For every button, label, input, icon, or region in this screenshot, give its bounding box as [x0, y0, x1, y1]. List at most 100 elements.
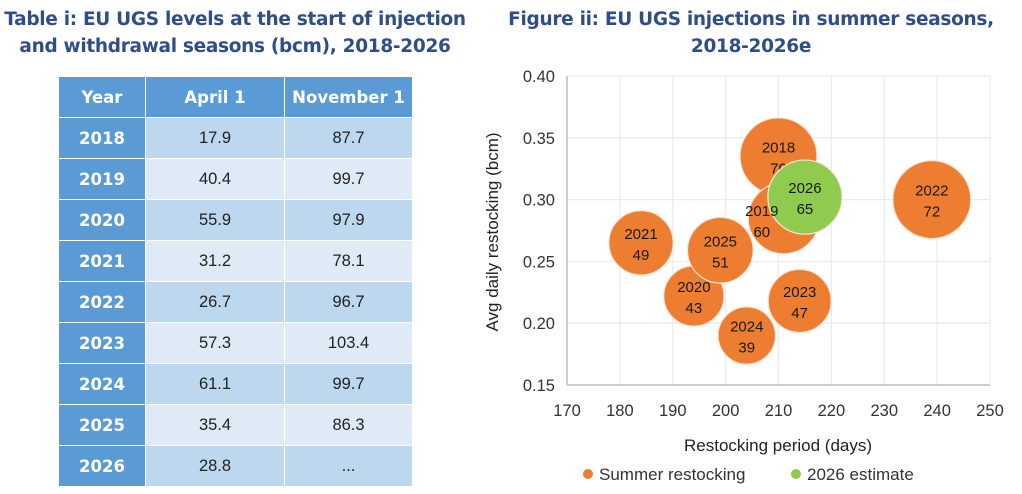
november-cell: 78.1 — [284, 240, 413, 282]
year-cell: 2024 — [58, 363, 146, 405]
april-cell: 61.1 — [145, 363, 285, 405]
table-row: 2019 40.4 99.7 — [58, 158, 413, 200]
year-cell: 2021 — [58, 240, 146, 282]
november-cell: ... — [284, 445, 413, 487]
x-tick-label: 230 — [870, 402, 898, 420]
table-row: 2018 17.9 87.7 — [58, 117, 413, 159]
legend-marker-icon — [583, 469, 593, 479]
year-cell: 2018 — [58, 117, 146, 159]
april-cell: 17.9 — [145, 117, 285, 159]
legend-marker-icon — [791, 469, 801, 479]
chart-title: Figure ii: EU UGS injections in summer s… — [508, 9, 994, 57]
bubble-2025: 2025 51 — [686, 216, 754, 284]
legend: Summer restocking 2026 estimate — [583, 465, 914, 484]
x-tick-label: 190 — [659, 402, 687, 420]
bubble-size-label: 65 — [797, 201, 814, 218]
ugs-levels-table: Year April 1 November 1 2018 17.9 87.7 2019… — [58, 76, 413, 487]
table-row: 2024 61.1 99.7 — [58, 363, 413, 405]
bubble-2024: 2024 39 — [717, 306, 777, 365]
legend-item: Summer restocking — [583, 465, 745, 484]
bubble-year-label: 2026 — [788, 180, 821, 197]
y-tick-label: 0.30 — [523, 192, 555, 210]
table-row: 2020 55.9 97.9 — [58, 199, 413, 241]
bubble-circle — [892, 160, 972, 240]
bubble-chart: 2018702020432021492022722023472024392025… — [483, 68, 1004, 484]
table-row: 2023 57.3 103.4 — [58, 322, 413, 364]
november-cell: 97.9 — [284, 199, 413, 241]
april-cell: 28.8 — [145, 445, 285, 487]
bubble-year-label: 2022 — [915, 183, 948, 200]
bubble-year-label: 2023 — [783, 284, 816, 301]
bubble-2026: 2026 65 — [767, 159, 843, 235]
legend-label: Summer restocking — [599, 465, 745, 484]
bubble-year-label: 2020 — [677, 279, 710, 296]
year-cell: 2026 — [58, 445, 146, 487]
bubble-2022: 2022 72 — [892, 160, 972, 240]
april-cell: 26.7 — [145, 281, 285, 323]
bubble-2021: 2021 49 — [608, 210, 674, 276]
november-cell: 103.4 — [284, 322, 413, 364]
november-cell: 99.7 — [284, 158, 413, 200]
x-tick-label: 210 — [765, 402, 793, 420]
y-tick-label: 0.40 — [523, 68, 555, 86]
bubble-circle — [767, 268, 832, 334]
bubble-year-label: 2018 — [762, 139, 795, 156]
bubble-circle — [608, 210, 674, 276]
april-cell: 35.4 — [145, 404, 285, 446]
x-tick-label: 220 — [818, 402, 846, 420]
axes — [566, 76, 990, 386]
bubble-size-label: 51 — [712, 254, 729, 271]
november-cell: 99.7 — [284, 363, 413, 405]
x-tick-label: 200 — [712, 402, 740, 420]
table-row: 2021 31.2 78.1 — [58, 240, 413, 282]
bubble-circle — [717, 306, 777, 365]
bubble-size-label: 49 — [633, 247, 650, 264]
april-cell: 55.9 — [145, 199, 285, 241]
bubble-size-label: 43 — [686, 300, 703, 317]
y-tick-label: 0.15 — [523, 377, 555, 395]
bubble-year-label: 2025 — [704, 233, 737, 250]
table-header-row: Year April 1 November 1 — [58, 76, 413, 118]
bubble-year-label: 2021 — [624, 226, 657, 243]
table-row: 2025 35.4 86.3 — [58, 404, 413, 446]
x-tick-label: 170 — [553, 402, 581, 420]
bubble-2023: 2023 47 — [767, 268, 832, 334]
header-november: November 1 — [284, 76, 413, 118]
x-tick-label: 180 — [606, 402, 634, 420]
header-april: April 1 — [145, 76, 285, 118]
x-tick-label: 250 — [976, 402, 1004, 420]
table-title: Table i: EU UGS levels at the start of i… — [4, 9, 466, 57]
november-cell: 96.7 — [284, 281, 413, 323]
x-tick-label: 240 — [923, 402, 951, 420]
table-row: 2022 26.7 96.7 — [58, 281, 413, 323]
bubbles: 2018702020432021492022722023472024392025… — [608, 117, 972, 365]
bubble-size-label: 39 — [738, 340, 755, 357]
bubble-circle — [686, 216, 754, 284]
november-cell: 86.3 — [284, 404, 413, 446]
year-cell: 2019 — [58, 158, 146, 200]
bubble-year-label: 2024 — [730, 319, 763, 336]
bubble-size-label: 47 — [791, 305, 808, 322]
bubble-year-label: 2019 — [745, 203, 778, 220]
november-cell: 87.7 — [284, 117, 413, 159]
april-cell: 31.2 — [145, 240, 285, 282]
year-cell: 2025 — [58, 404, 146, 446]
legend-item: 2026 estimate — [791, 465, 914, 484]
table-row: 2026 28.8... — [58, 445, 413, 487]
y-tick-label: 0.20 — [523, 315, 555, 333]
april-cell: 57.3 — [145, 322, 285, 364]
bubble-size-label: 72 — [923, 204, 940, 221]
y-axis-label: Avg daily restocking (bcm) — [483, 132, 502, 331]
x-axis-label: Restocking period (days) — [684, 436, 872, 455]
tick-labels: 170 180 190 200 210 220 230 240 250 0.15 0.20 0.25 0… — [523, 68, 1004, 420]
legend-label: 2026 estimate — [807, 465, 914, 484]
bubble-circle — [767, 159, 843, 235]
year-cell: 2022 — [58, 281, 146, 323]
header-year: Year — [58, 76, 146, 118]
bubble-size-label: 60 — [753, 224, 770, 241]
y-tick-label: 0.25 — [523, 253, 555, 271]
year-cell: 2020 — [58, 199, 146, 241]
april-cell: 40.4 — [145, 158, 285, 200]
year-cell: 2023 — [58, 322, 146, 364]
y-tick-label: 0.35 — [523, 130, 555, 148]
